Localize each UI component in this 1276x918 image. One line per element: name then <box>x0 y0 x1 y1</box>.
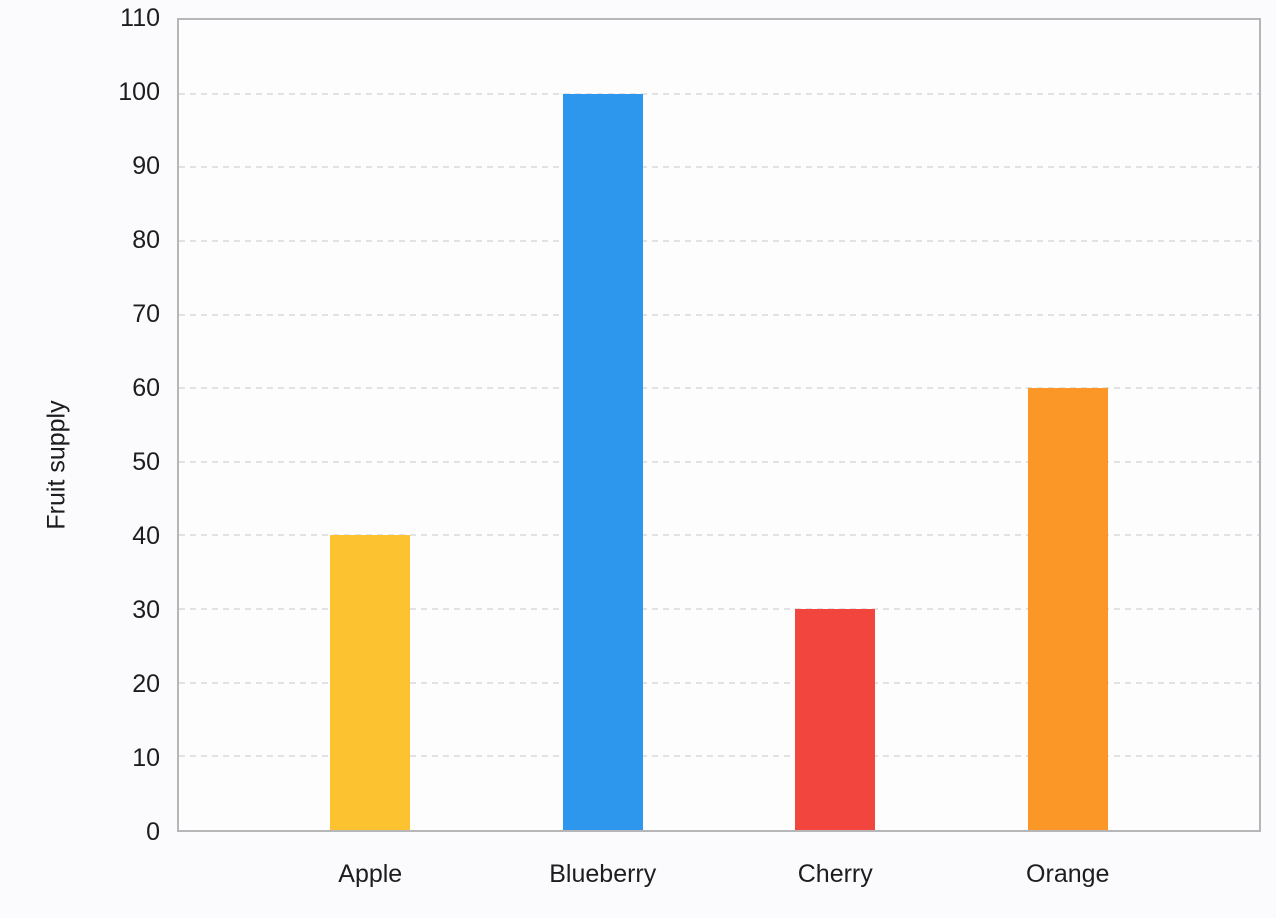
gridline <box>179 92 1259 95</box>
x-category-label: Apple <box>338 860 403 888</box>
x-category-label: Cherry <box>797 860 873 888</box>
y-tick-label: 60 <box>132 374 160 402</box>
y-axis-tick-labels: 0 10 20 30 40 50 60 70 80 90 100 110 <box>0 0 160 918</box>
gridline <box>179 755 1259 758</box>
gridline <box>179 166 1259 169</box>
y-tick-label: 70 <box>132 300 160 328</box>
x-axis-category-labels: Apple Blueberry Cherry Orange <box>179 859 1259 899</box>
bar-apple <box>330 535 411 830</box>
y-tick-label: 50 <box>132 448 160 476</box>
y-tick-label: 110 <box>120 4 160 32</box>
y-tick-label: 10 <box>132 744 160 772</box>
bar-orange <box>1027 388 1108 830</box>
y-tick-label: 100 <box>118 78 160 106</box>
bar-cherry <box>795 609 876 830</box>
plot-area <box>177 18 1261 832</box>
y-tick-label: 80 <box>132 226 160 254</box>
gridline <box>179 460 1259 463</box>
gridline <box>179 681 1259 684</box>
gridline <box>179 313 1259 316</box>
gridline <box>179 534 1259 537</box>
x-category-label: Blueberry <box>549 860 657 888</box>
y-tick-label: 30 <box>132 596 160 624</box>
x-category-label: Orange <box>1026 860 1110 888</box>
bar-blueberry <box>562 93 643 830</box>
y-tick-label: 0 <box>146 818 160 846</box>
gridline <box>179 387 1259 390</box>
gridline <box>179 239 1259 242</box>
y-tick-label: 90 <box>132 152 160 180</box>
y-tick-label: 40 <box>132 522 160 550</box>
y-tick-label: 20 <box>132 670 160 698</box>
gridline <box>179 608 1259 611</box>
